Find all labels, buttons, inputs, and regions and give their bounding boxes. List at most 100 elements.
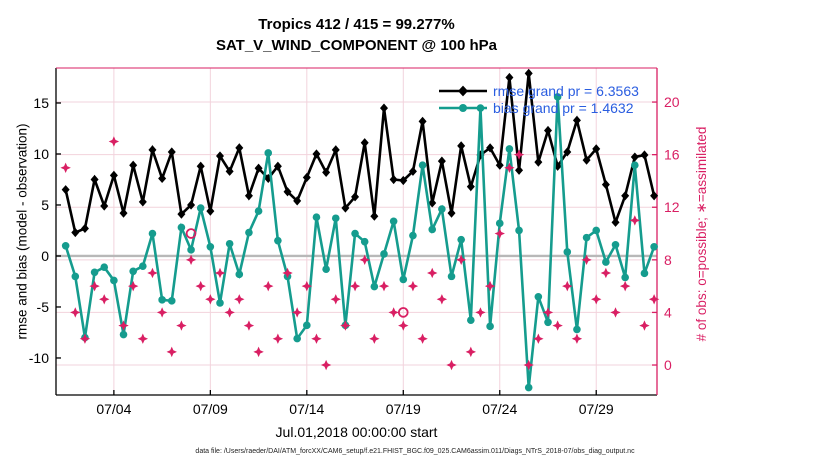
assimilated-count-marker [378,280,390,292]
rmse-marker [437,156,446,166]
bias-marker [196,204,205,212]
bias-marker [90,268,99,277]
rmse-marker [418,116,427,126]
bias-marker [61,241,70,250]
bias-marker [312,213,321,222]
rmse-marker [650,191,659,201]
assimilated-count-marker [214,267,226,279]
assimilated-count-marker [195,280,206,292]
rmse-marker [71,227,80,238]
assimilated-count-marker [494,228,505,239]
bias-marker [650,242,658,251]
x-axis-label: Jul.01,2018 00:00:00 start [275,424,438,440]
bias-marker [245,228,253,237]
assimilated-count-marker [108,136,120,147]
rmse-marker [129,160,138,170]
rmse-marker [447,208,456,218]
assimilated-count-marker [369,333,380,344]
bias-marker [216,299,224,307]
rmse-marker [235,143,244,153]
assimilated-count-marker [137,333,149,344]
assimilated-count-marker [465,346,477,358]
assimilated-count-marker [417,333,428,344]
right-tick-label: 4 [664,304,672,320]
assimilated-count-marker [166,346,177,358]
x-tick-label: 07/09 [193,401,228,417]
assimilated-count-marker [542,307,554,318]
rmse-marker [505,72,514,83]
bias-marker [71,272,80,281]
assimilated-count-marker [60,162,71,173]
rmse-marker [515,165,524,175]
assimilated-count-marker [340,320,351,331]
bias-marker [139,262,147,270]
left-tick-label: 10 [33,146,49,162]
assimilated-count-marker [436,294,448,305]
rmse-marker [582,155,591,165]
assimilated-count-marker [89,280,100,292]
assimilated-count-marker [388,307,399,318]
assimilated-count-marker [253,346,264,358]
bias-marker [370,282,379,291]
assimilated-count-marker [185,254,197,266]
bias-marker [573,325,581,334]
bias-marker [438,205,446,213]
rmse-marker [495,160,504,170]
rmse-marker [322,167,331,177]
bias-marker [148,229,157,238]
rmse-marker [148,145,157,155]
bias-marker [187,246,195,254]
bias-marker [553,93,562,101]
rmse-marker [543,125,552,136]
rmse-marker [640,150,649,160]
bias-marker [380,250,388,258]
bias-marker [515,226,523,235]
rmse-marker [119,208,128,218]
bias-marker [447,272,456,281]
assimilated-count-marker [552,320,563,331]
bias-marker [592,226,601,235]
right-tick-label: 16 [664,147,680,163]
title-line1: Tropics 412 / 415 = 99.277% [258,16,455,33]
rmse-marker [457,141,466,151]
assimilated-count-marker [504,162,515,173]
bias-marker [303,321,311,330]
x-tick-label: 07/19 [386,401,421,417]
rmse-marker [572,115,581,125]
assimilated-count-marker [581,254,592,266]
assimilated-count-marker [70,307,81,318]
right-tick-label: 20 [664,94,680,110]
rmse-marker [534,157,543,167]
rmse-marker [592,144,601,154]
assimilated-count-marker [475,307,486,318]
bias-marker [505,145,514,153]
assimilated-count-marker [591,294,602,305]
left-tick-label: 5 [41,197,49,213]
rmse-marker [379,103,388,113]
rmse-marker [177,209,186,219]
bias-marker [467,316,475,325]
bias-marker [418,161,427,170]
rmse-marker [273,161,282,171]
left-tick-label: -10 [29,350,49,366]
assimilated-count-marker [147,267,158,279]
rmse-marker [206,206,215,216]
assimilated-count-marker [127,280,139,292]
bias-marker [235,270,244,279]
rmse-marker [109,170,118,181]
assimilated-count-marker [619,280,631,292]
rmse-marker [187,200,196,210]
bias-marker [206,242,215,251]
possible-count-marker [397,307,409,318]
assimilated-count-marker [282,267,293,279]
rmse-marker [466,182,475,192]
rmse-marker [601,179,610,190]
bias-marker [486,322,494,331]
rmse-marker [389,174,398,185]
assimilated-count-marker [79,333,91,344]
rmse-marker [408,166,417,176]
data-file-path: data file: /Users/raeder/DAI/ATM_forcXX/… [195,448,635,455]
rmse-marker [283,187,292,197]
bias-marker [274,236,282,245]
rmse-line-sample-icon [439,85,487,96]
